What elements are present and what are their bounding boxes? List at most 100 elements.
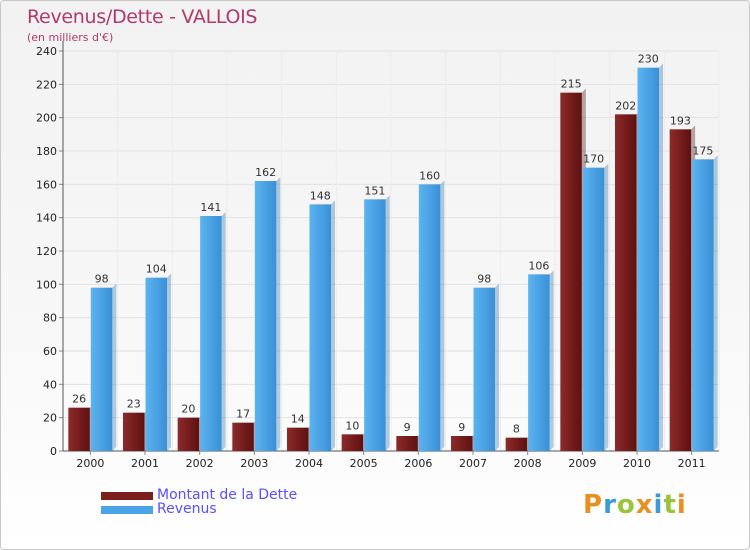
data-label-dette: 10 [345,419,359,432]
y-tick-label: 120 [36,245,57,258]
bar-dette [123,412,145,451]
legend-swatch-dette [101,492,153,500]
logo-letter: i [653,490,664,520]
bar-side [167,273,171,451]
data-label-revenus: 170 [583,153,604,166]
data-label-dette: 14 [291,413,305,426]
bar-side [221,212,226,451]
bar-revenus [473,287,495,451]
data-label-dette: 23 [127,398,141,411]
data-label-revenus: 160 [419,169,440,182]
chart-subtitle: (en milliers d'€) [27,31,114,44]
y-tick-label: 20 [43,412,57,425]
y-tick-label: 240 [36,45,57,58]
y-tick-label: 60 [43,345,57,358]
bar-dette [505,437,528,451]
data-label-revenus: 106 [528,259,549,272]
bar-dette [341,434,364,451]
x-tick-label: 2002 [186,457,214,470]
y-tick-label: 200 [36,112,57,125]
bar-side [276,177,281,451]
logo-letter: t [663,490,677,520]
data-label-revenus: 141 [200,201,221,214]
y-tick-label: 40 [43,378,57,391]
bar-side [495,283,499,451]
data-label-dette: 9 [458,421,465,434]
x-tick-label: 2000 [76,457,104,470]
data-label-dette: 202 [615,99,636,112]
logo-letter: i [676,490,687,520]
data-label-dette: 26 [72,393,86,406]
bar-dette [451,436,473,451]
data-label-dette: 193 [670,114,691,127]
x-tick-label: 2011 [678,457,706,470]
data-label-revenus: 148 [310,189,331,202]
bar-dette [615,114,637,451]
bar-side [713,155,718,452]
x-tick-label: 2007 [459,457,487,470]
legend-swatch-revenus [101,506,153,514]
bar-revenus [145,277,167,451]
bar-revenus [254,181,277,451]
bar-side [385,195,390,451]
bar-side [331,200,335,451]
data-label-revenus: 98 [95,273,109,286]
bar-revenus [309,204,331,451]
chart-title: Revenus/Dette - VALLOIS [27,6,258,28]
data-label-revenus: 175 [692,144,713,157]
logo-letter: x [635,490,654,520]
bar-revenus [582,167,605,451]
y-tick-label: 220 [36,78,57,91]
bar-side [112,283,117,451]
data-label-dette: 17 [236,408,250,421]
data-label-dette: 215 [561,78,582,91]
data-label-revenus: 104 [146,263,167,276]
bar-side [604,163,609,451]
bar-dette [177,417,200,451]
bar-side [549,270,554,451]
data-label-revenus: 151 [364,184,385,197]
x-tick-label: 2003 [240,457,268,470]
logo-letter: P [583,490,604,520]
data-label-dette: 8 [513,423,520,436]
data-label-dette: 9 [404,421,411,434]
bar-dette [68,407,90,451]
bar-dette [560,92,582,452]
data-label-revenus: 98 [477,273,491,286]
data-label-revenus: 230 [638,53,659,66]
bar-revenus [200,216,222,451]
x-tick-label: 2010 [623,457,651,470]
bar-revenus [692,159,714,452]
bar-dette [396,436,418,451]
y-tick-label: 160 [36,178,57,191]
x-tick-label: 2001 [131,457,159,470]
x-tick-label: 2008 [514,457,542,470]
y-tick-label: 100 [36,278,57,291]
y-tick-label: 180 [36,145,57,158]
y-tick-label: 0 [50,445,57,458]
y-tick-label: 140 [36,212,57,225]
data-label-revenus: 162 [255,166,276,179]
data-label-dette: 20 [181,403,195,416]
x-tick-label: 2005 [350,457,378,470]
bar-revenus [418,184,441,452]
bar-side [440,180,445,452]
legend-label-dette: Montant de la Dette [157,487,298,503]
bar-side [659,63,663,452]
logo-letter: r [603,490,617,520]
x-tick-label: 2009 [568,457,596,470]
y-tick-label: 80 [43,312,57,325]
proxiti-logo: Proxiti [583,490,687,520]
bar-revenus [364,199,386,451]
logo-letter: o [616,490,636,520]
x-tick-label: 2006 [404,457,432,470]
bar-revenus [528,274,550,451]
legend-label-revenus: Revenus [157,501,217,517]
x-tick-label: 2004 [295,457,323,470]
bar-revenus [90,287,113,451]
bar-dette [232,422,254,451]
bar-revenus [637,67,659,452]
bar-dette [287,427,309,451]
